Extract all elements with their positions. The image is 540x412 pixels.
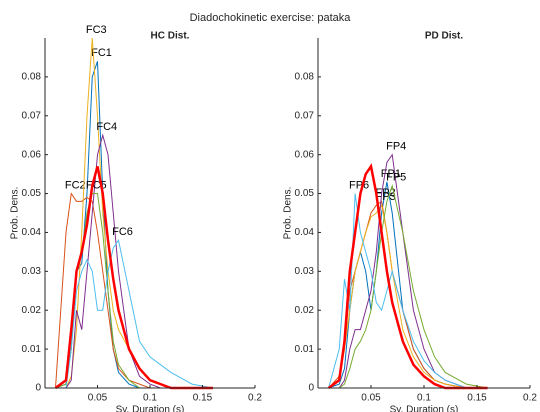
curve-label: FP6: [349, 179, 369, 191]
y-tick-label: 0.01: [22, 344, 42, 355]
x-axis-label: Sy. Duration (s): [116, 405, 185, 412]
panel-title: PD Dist.: [425, 31, 464, 42]
y-tick-label: 0.08: [22, 72, 42, 83]
page-title: Diadochokinetic exercise: pataka: [190, 12, 352, 24]
y-tick-label: 0.07: [295, 110, 315, 121]
y-tick-label: 0.01: [295, 344, 315, 355]
curve-label: FC1: [91, 47, 112, 59]
curve-label: FC5: [86, 179, 107, 191]
x-tick-label: 0.05: [361, 393, 381, 404]
curve-label: FP4: [386, 141, 406, 153]
density-line: [55, 238, 214, 389]
x-tick-label: 0.15: [193, 393, 213, 404]
y-tick-label: 0.05: [22, 188, 42, 199]
x-tick-label: 0.2: [248, 393, 262, 404]
y-tick-label: 0.03: [295, 266, 315, 277]
x-tick-label: 0.05: [88, 393, 108, 404]
x-tick-label: 0.1: [417, 393, 431, 404]
density-line: [328, 183, 488, 389]
y-tick-label: 0.02: [295, 305, 315, 316]
y-tick-label: 0.06: [22, 149, 42, 160]
curve-label: FC6: [112, 226, 133, 238]
density-line: [327, 163, 488, 390]
y-axis-label: Prob. Dens.: [10, 187, 21, 240]
density-line: [55, 61, 213, 389]
x-tick-label: 0.1: [143, 393, 157, 404]
curve-label: FC2: [65, 179, 86, 191]
y-tick-label: 0: [308, 383, 314, 394]
y-tick-label: 0.07: [22, 110, 42, 121]
y-tick-label: 0.02: [22, 305, 42, 316]
y-tick-label: 0.05: [295, 188, 315, 199]
density-line: [328, 193, 488, 389]
y-tick-label: 0: [35, 383, 41, 394]
y-axis-label: Prob. Dens.: [283, 187, 294, 240]
y-tick-label: 0.03: [22, 266, 42, 277]
y-tick-label: 0.06: [295, 149, 315, 160]
x-axis-label: Sy. Duration (s): [390, 405, 459, 412]
curve-label: FC3: [86, 24, 107, 36]
curve-label: FP5: [386, 172, 406, 184]
y-tick-label: 0.04: [22, 227, 42, 238]
x-tick-label: 0.15: [467, 393, 487, 404]
curve-label: FC4: [96, 121, 117, 133]
y-tick-label: 0.04: [295, 227, 315, 238]
x-tick-label: 0.2: [523, 393, 537, 404]
panel-title: HC Dist.: [151, 31, 190, 42]
density-line: [55, 37, 213, 389]
y-tick-label: 0.08: [295, 72, 315, 83]
density-line: [54, 166, 213, 390]
